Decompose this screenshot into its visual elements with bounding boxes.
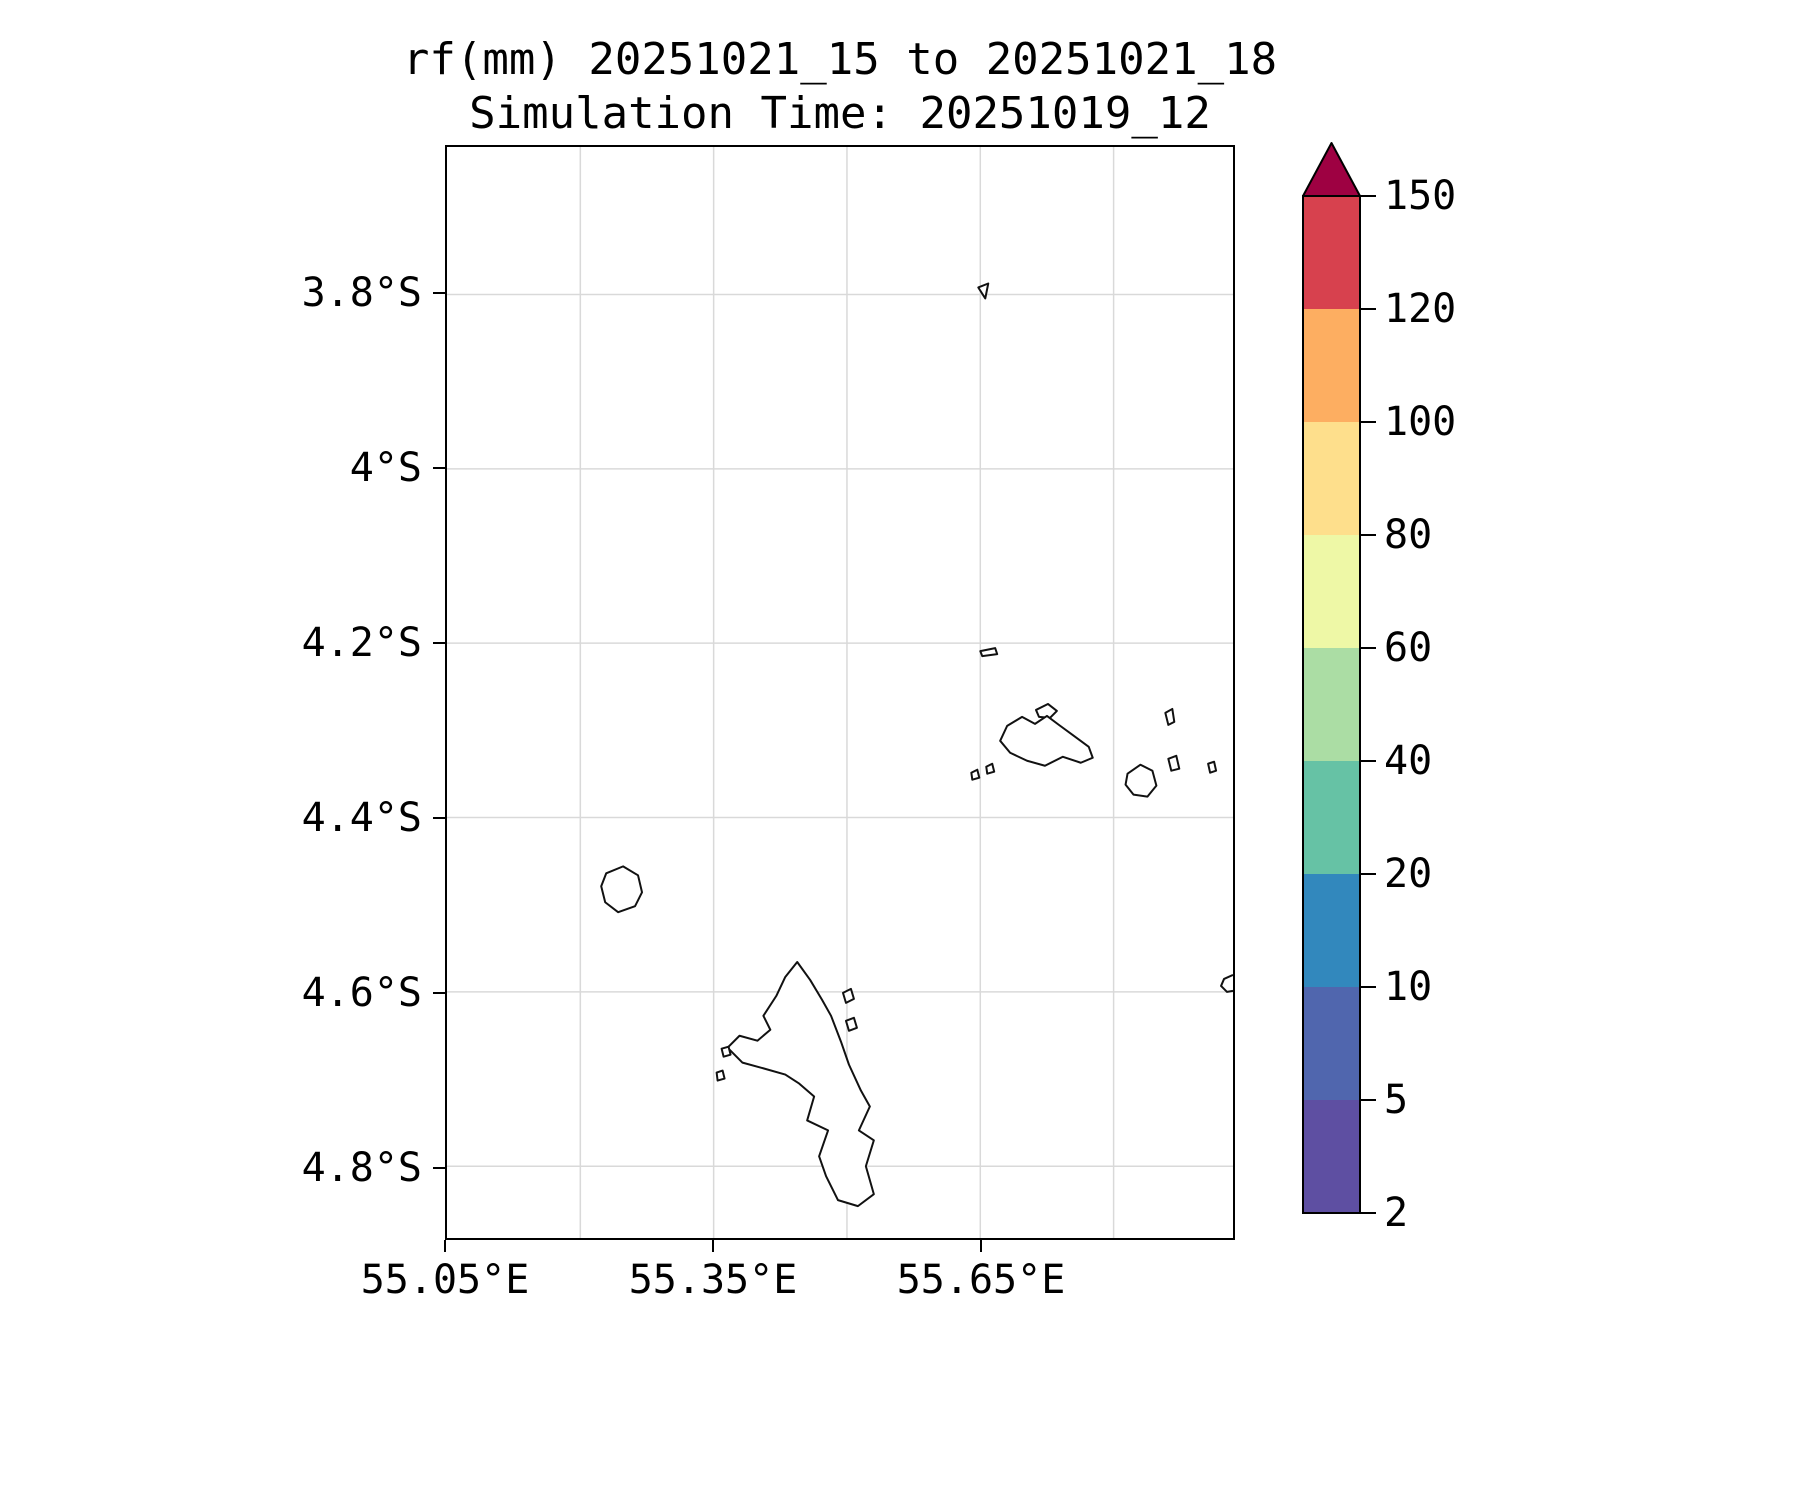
colorbar-tick-label: 60 bbox=[1384, 625, 1433, 671]
figure-title-line1: rf(mm) 20251021_15 to 20251021_18 bbox=[402, 34, 1278, 85]
coastline-ste-anne-islet-2 bbox=[844, 1016, 858, 1032]
coastline-curieuse bbox=[1035, 702, 1058, 719]
colorbar-over-triangle bbox=[1302, 142, 1361, 197]
coastline-therese-islet bbox=[720, 1045, 732, 1058]
coastlines bbox=[600, 282, 1233, 1208]
coastline-islet-west-of-praslin-2 bbox=[985, 762, 996, 775]
y-tick-mark bbox=[433, 292, 445, 294]
x-tick-mark bbox=[980, 1240, 982, 1252]
coastline-felicite bbox=[1164, 707, 1176, 726]
colorbar-segment bbox=[1303, 648, 1360, 761]
colorbar-tick-marks bbox=[1360, 195, 1376, 1214]
y-tick-label: 4°S bbox=[349, 445, 422, 491]
colorbar-tick-label: 80 bbox=[1384, 512, 1433, 558]
coastline-ste-anne-islet-1 bbox=[841, 987, 855, 1004]
colorbar-segments bbox=[1303, 196, 1360, 1213]
y-tick-mark bbox=[433, 467, 445, 469]
map-plot-area bbox=[445, 145, 1235, 1240]
colorbar-tick-label: 10 bbox=[1384, 964, 1433, 1010]
y-tick-label: 4.6°S bbox=[301, 970, 422, 1016]
colorbar-tick-label: 5 bbox=[1384, 1077, 1409, 1123]
colorbar-segment bbox=[1303, 422, 1360, 535]
x-tick-mark bbox=[444, 1240, 446, 1252]
y-tick-mark bbox=[433, 992, 445, 994]
x-tick-label: 55.65°E bbox=[896, 1257, 1066, 1303]
colorbar-tick-label: 40 bbox=[1384, 738, 1433, 784]
x-tick-label: 55.05°E bbox=[360, 1257, 530, 1303]
y-tick-label: 4.8°S bbox=[301, 1145, 422, 1191]
y-tick-mark bbox=[433, 1167, 445, 1169]
coastline-islet-west-of-praslin-1 bbox=[970, 768, 981, 781]
colorbar-tick-label: 120 bbox=[1384, 286, 1457, 332]
colorbar-segment bbox=[1303, 196, 1360, 309]
y-tick-mark bbox=[433, 817, 445, 819]
colorbar-segment bbox=[1303, 874, 1360, 987]
coastline-praslin bbox=[999, 714, 1094, 767]
y-tick-mark bbox=[433, 642, 445, 644]
y-tick-label: 4.4°S bbox=[301, 795, 422, 841]
y-tick-label: 4.2°S bbox=[301, 620, 422, 666]
coastline-fregate-edge bbox=[1220, 974, 1233, 993]
graticule-gridlines bbox=[447, 147, 1233, 1238]
coastline-marianne bbox=[1167, 754, 1181, 772]
x-tick-label: 55.35°E bbox=[628, 1257, 798, 1303]
coastline-aride bbox=[979, 647, 999, 658]
colorbar-tick-label: 20 bbox=[1384, 851, 1433, 897]
coastline-conception-islet bbox=[715, 1069, 726, 1082]
y-tick-label: 3.8°S bbox=[301, 270, 422, 316]
coastline-silhouette bbox=[600, 865, 644, 914]
colorbar-svg bbox=[1302, 142, 1376, 1214]
colorbar-segment bbox=[1303, 309, 1360, 422]
coastline-bird-island bbox=[977, 282, 990, 300]
x-tick-mark bbox=[712, 1240, 714, 1252]
figure-title-line2: Simulation Time: 20251019_12 bbox=[469, 88, 1211, 139]
colorbar-segment bbox=[1303, 987, 1360, 1100]
coastline-islet-far-east bbox=[1207, 760, 1218, 774]
colorbar-tick-label: 100 bbox=[1384, 399, 1457, 445]
colorbar-tick-label: 150 bbox=[1384, 173, 1457, 219]
coastline-la-digue bbox=[1124, 763, 1158, 798]
colorbar-segment bbox=[1303, 761, 1360, 874]
colorbar-segment bbox=[1303, 1100, 1360, 1213]
map-canvas bbox=[447, 147, 1233, 1238]
colorbar-segment bbox=[1303, 535, 1360, 648]
colorbar-tick-label: 2 bbox=[1384, 1190, 1409, 1236]
coastline-mahe bbox=[726, 961, 875, 1208]
colorbar-outline bbox=[1302, 195, 1361, 1214]
